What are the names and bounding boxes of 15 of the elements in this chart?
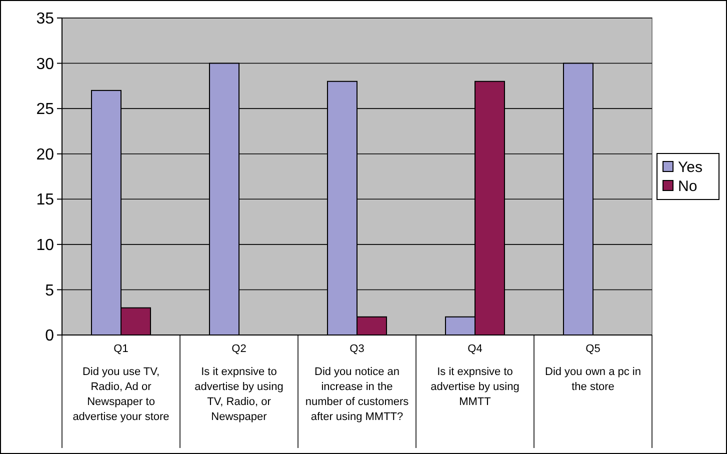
y-tick-label: 20 (36, 146, 54, 164)
y-tick-label: 15 (36, 192, 54, 209)
y-tick-label: 35 (36, 10, 54, 28)
y-tick-label: 10 (36, 237, 54, 254)
y-tick-label: 25 (36, 101, 54, 118)
x-tick-label: Q4 Is it expnsive to advertise by using MMTT (430, 343, 520, 408)
x-tick-label: Q1 Did you use TV, Radio, Ad or Newspaper to advertise your store (72, 343, 170, 423)
legend-label: Yes (678, 158, 702, 176)
x-tick-label: Q3 Did you notice an increase in the number of customers after using MMTT? (305, 343, 410, 423)
y-tick-label: 30 (36, 56, 54, 73)
y-tick-label: 5 (45, 282, 54, 300)
legend-label: No (678, 178, 698, 195)
y-tick-label: 0 (45, 328, 54, 345)
x-tick-label: Q5 Did you own a pc in the store (545, 343, 641, 393)
x-tick-label: Q2 Is it expnsive to advertise by using TV, Radio, or Newspaper (194, 343, 284, 423)
